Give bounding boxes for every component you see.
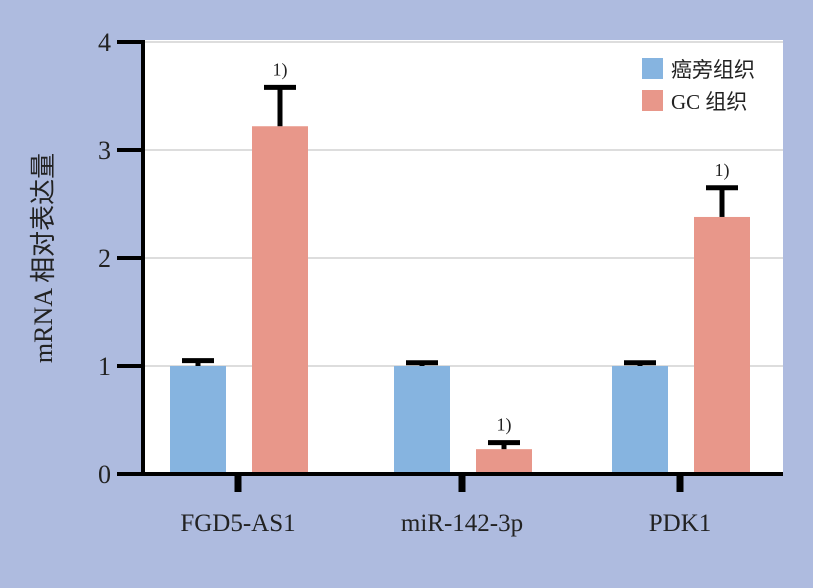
x-tick-label: FGD5-AS1 [180,510,295,537]
significance-label: 1) [715,160,730,181]
significance-label: 1) [497,415,512,436]
bar [170,366,226,472]
bar [694,216,750,472]
legend-swatch [642,58,663,79]
y-tick-label: 3 [98,136,111,165]
bar [612,366,668,472]
legend-label: 癌旁组织 [671,58,755,82]
bar [252,126,308,473]
y-tick-label: 1 [98,352,111,381]
legend-label: GC 组织 [671,90,747,114]
y-axis-label: mRNA 相对表达量 [29,153,58,363]
bar [476,449,532,472]
y-tick-label: 4 [98,28,111,57]
legend-swatch [642,90,663,111]
x-tick-label: PDK1 [649,510,712,537]
bar [394,366,450,472]
y-tick-label: 0 [98,460,111,489]
significance-label: 1) [273,59,288,80]
y-tick-label: 2 [98,244,111,273]
x-tick-label: miR-142-3p [401,510,523,537]
